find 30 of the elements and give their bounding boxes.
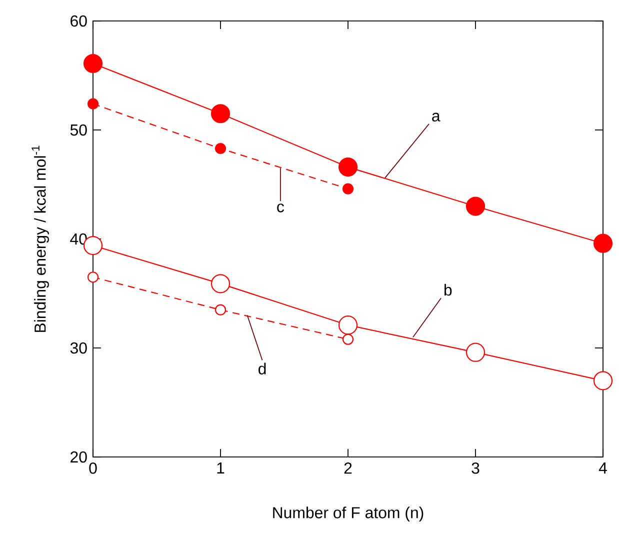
point — [593, 234, 613, 253]
point — [210, 104, 230, 124]
annotation: d — [258, 362, 266, 374]
y-tick-label: 50 — [70, 124, 87, 136]
x-axis-title: Number of F atom (n) — [273, 506, 424, 522]
point — [214, 142, 226, 154]
y-axis-title: Binding energy / kcal mol$^{-1}$ — [32, 146, 49, 332]
x-tick-label: 1 — [217, 462, 224, 474]
annotation: c — [277, 204, 284, 212]
annotation: a — [432, 112, 440, 122]
point — [214, 304, 226, 316]
x-tick-label: 2 — [344, 462, 352, 474]
x-tick-label: 4 — [598, 462, 607, 474]
x-tick-label: 3 — [472, 462, 480, 474]
point — [338, 316, 358, 335]
annotation: b — [444, 284, 452, 296]
y-tick-label: 20 — [70, 451, 87, 463]
point — [338, 157, 358, 177]
point — [342, 334, 354, 345]
point — [87, 98, 99, 110]
point — [593, 371, 613, 390]
y-tick-label: 30 — [70, 342, 87, 354]
point — [466, 342, 486, 362]
point — [87, 272, 99, 283]
point — [83, 54, 103, 74]
x-tick-label: 0 — [89, 462, 97, 474]
point — [466, 196, 486, 216]
point — [342, 183, 354, 194]
y-tick-label: 60 — [70, 15, 87, 27]
point — [210, 274, 230, 294]
